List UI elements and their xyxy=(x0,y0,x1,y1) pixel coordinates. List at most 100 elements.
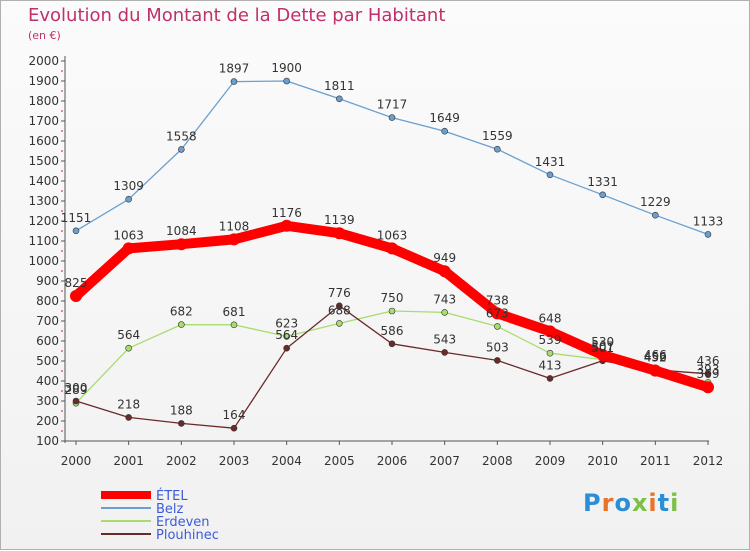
data-point xyxy=(283,333,290,340)
data-label: 564 xyxy=(275,328,298,342)
data-point xyxy=(336,320,343,327)
data-point xyxy=(388,340,396,348)
data-point xyxy=(702,381,714,394)
data-label: 1133 xyxy=(693,214,724,228)
data-label: 1229 xyxy=(640,195,671,209)
data-label: 466 xyxy=(644,348,667,362)
data-point xyxy=(491,307,504,320)
y-tick-label: 200 xyxy=(36,414,59,428)
data-label: 501 xyxy=(591,341,614,355)
data-label: 750 xyxy=(381,291,404,305)
y-tick-label: 1900 xyxy=(28,74,59,88)
data-point xyxy=(546,171,554,179)
y-tick-label: 1600 xyxy=(28,134,59,148)
y-minor-tick xyxy=(61,250,63,252)
data-label: 1649 xyxy=(429,111,460,125)
x-tick-label: 2007 xyxy=(429,454,460,468)
data-label: 300 xyxy=(65,381,88,395)
data-label: 1558 xyxy=(166,129,197,143)
data-point xyxy=(72,397,80,405)
y-minor-tick xyxy=(61,70,63,72)
y-tick-label: 100 xyxy=(36,434,59,448)
y-minor-tick xyxy=(61,110,63,112)
data-point xyxy=(704,231,712,238)
x-tick-label: 2009 xyxy=(535,454,566,468)
data-point xyxy=(652,211,659,219)
x-tick-label: 2006 xyxy=(377,454,408,468)
data-label: 673 xyxy=(486,306,509,320)
y-minor-tick xyxy=(61,270,63,272)
y-tick-label: 2000 xyxy=(28,54,59,68)
data-label: 1063 xyxy=(377,228,408,242)
data-point xyxy=(704,370,712,378)
data-label: 436 xyxy=(697,354,720,368)
data-point xyxy=(175,238,188,251)
x-tick-label: 2005 xyxy=(324,454,355,468)
data-label: 1309 xyxy=(113,179,144,193)
data-point xyxy=(230,78,238,85)
legend-label: Belz xyxy=(156,502,184,517)
x-tick-label: 2002 xyxy=(166,454,197,468)
data-label: 1900 xyxy=(271,61,302,75)
data-point xyxy=(72,227,80,235)
y-tick-label: 1200 xyxy=(28,214,59,228)
data-point xyxy=(125,195,132,203)
data-label: 218 xyxy=(117,397,140,411)
y-tick-label: 700 xyxy=(36,314,59,328)
x-tick-label: 2003 xyxy=(219,454,250,468)
data-point xyxy=(441,309,448,316)
y-minor-tick xyxy=(61,210,63,212)
y-minor-tick xyxy=(61,170,63,172)
data-point xyxy=(494,323,501,330)
y-tick-label: 300 xyxy=(36,394,59,408)
data-point xyxy=(228,233,240,246)
x-tick-label: 2012 xyxy=(693,454,724,468)
proxiti-logo: Proxiti xyxy=(583,489,680,517)
data-label: 1331 xyxy=(587,175,618,189)
x-tick-label: 2000 xyxy=(61,454,92,468)
y-tick-label: 600 xyxy=(36,334,59,348)
data-point xyxy=(230,424,238,432)
y-minor-tick xyxy=(61,130,63,132)
data-point xyxy=(494,357,501,364)
data-label: 1176 xyxy=(271,206,302,220)
chart-title: Evolution du Montant de la Dette par Hab… xyxy=(28,5,446,26)
data-point xyxy=(178,146,185,153)
x-tick-label: 2011 xyxy=(640,454,671,468)
data-point xyxy=(333,227,346,240)
y-minor-tick xyxy=(61,390,63,392)
y-minor-tick xyxy=(61,90,63,92)
y-tick-label: 800 xyxy=(36,294,59,308)
data-label: 681 xyxy=(223,305,246,319)
data-label: 1897 xyxy=(219,62,250,76)
legend-label: Erdeven xyxy=(156,515,210,530)
y-minor-tick xyxy=(61,150,63,152)
data-point xyxy=(388,114,396,121)
y-tick-label: 400 xyxy=(36,374,59,388)
data-label: 564 xyxy=(117,328,140,342)
data-label: 1151 xyxy=(61,211,92,225)
data-label: 1108 xyxy=(219,219,250,233)
data-point xyxy=(70,290,82,302)
data-label: 1717 xyxy=(377,98,408,112)
chart-subtitle: (en €) xyxy=(28,29,61,42)
data-point xyxy=(280,219,293,232)
data-point xyxy=(178,420,185,427)
y-tick-label: 1100 xyxy=(28,234,59,248)
y-minor-tick xyxy=(61,310,63,312)
data-label: 539 xyxy=(539,333,562,347)
y-minor-tick xyxy=(61,330,63,332)
data-point xyxy=(122,242,135,255)
data-label: 688 xyxy=(328,303,351,317)
data-label: 682 xyxy=(170,305,193,319)
data-label: 289 xyxy=(65,383,88,397)
y-minor-tick xyxy=(61,350,63,352)
data-point xyxy=(599,191,606,199)
data-label: 369 xyxy=(697,367,720,381)
data-label: 413 xyxy=(539,358,562,372)
data-label: 743 xyxy=(433,292,456,306)
x-tick-label: 2008 xyxy=(482,454,513,468)
data-label: 503 xyxy=(486,340,509,354)
data-label: 1084 xyxy=(166,224,197,238)
